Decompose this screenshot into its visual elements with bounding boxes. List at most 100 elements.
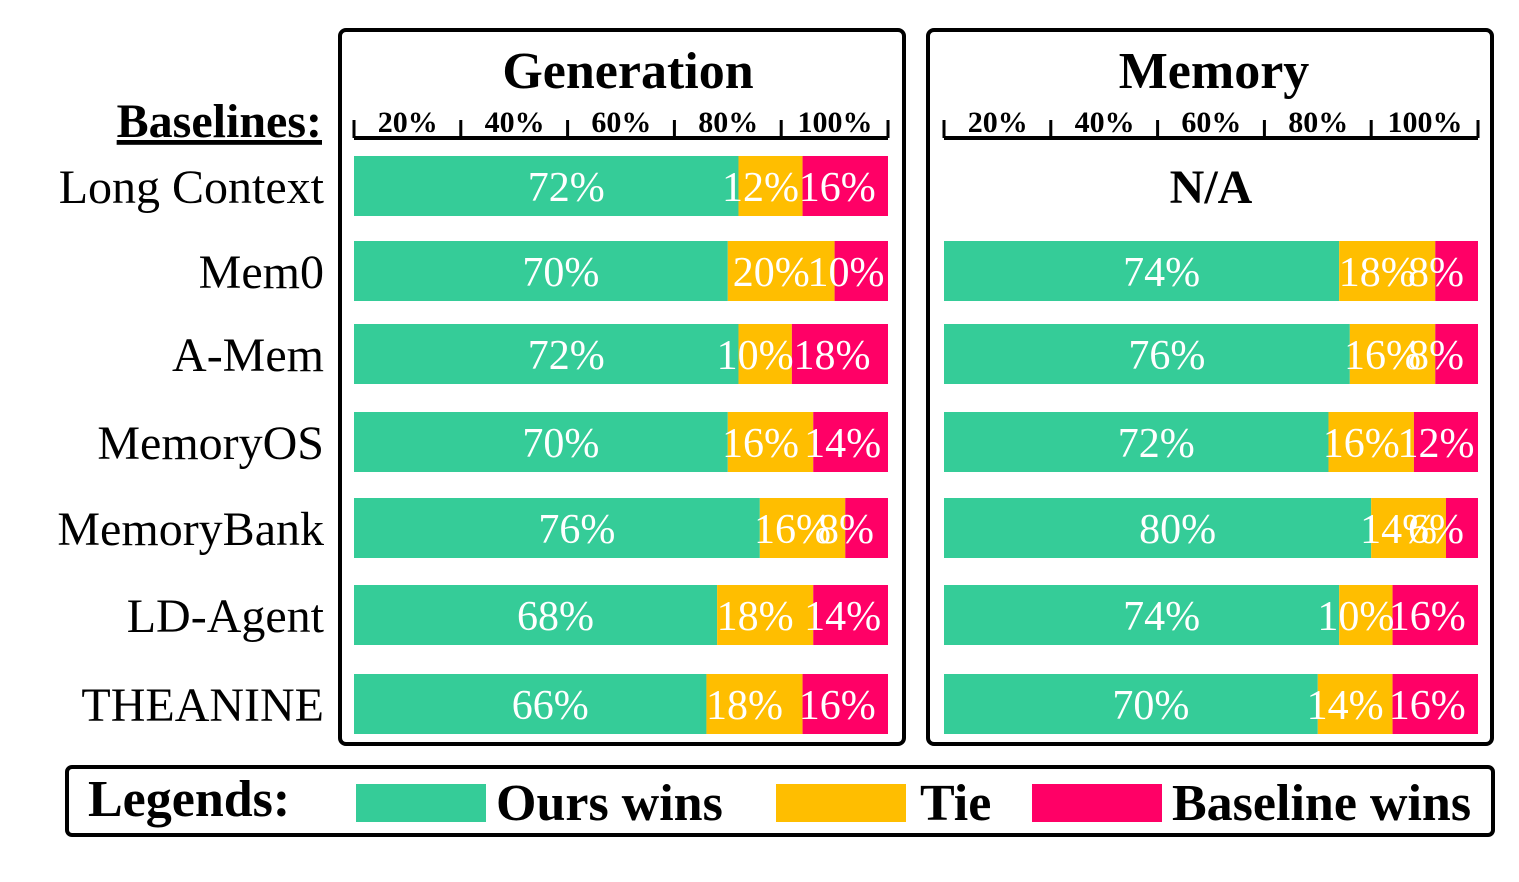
generation-data-label: 70% (522, 421, 599, 467)
row-label-mem0: Mem0 (199, 246, 324, 299)
memory-ours-wins-bar (944, 585, 1340, 645)
generation-data-label: 18% (793, 333, 870, 379)
generation-baseline-wins-bar (813, 585, 888, 645)
memory-data-label: 70% (1112, 683, 1189, 729)
generation-data-label: 66% (512, 683, 589, 729)
memory-tick-label: 20% (968, 106, 1028, 139)
memory-data-label: 14% (1307, 683, 1384, 729)
memory-ours-wins-bar (944, 498, 1372, 558)
generation-tie-bar (727, 241, 835, 301)
generation-baseline-wins-bar (845, 498, 888, 558)
generation-data-label: 16% (722, 421, 799, 467)
memory-tick-label: 60% (1181, 106, 1241, 139)
generation-tie-bar (727, 412, 814, 472)
row-label-ld-agent: LD-Agent (127, 590, 325, 643)
memory-data-label: 16% (1389, 594, 1466, 640)
generation-tie-bar (717, 585, 814, 645)
generation-data-label: 14% (804, 594, 881, 640)
generation-data-label: 14% (804, 421, 881, 467)
generation-tick-label: 20% (378, 106, 438, 139)
generation-data-label: 20% (733, 250, 810, 296)
memory-na-label: N/A (1170, 161, 1253, 214)
generation-ours-wins-bar (354, 498, 760, 558)
memory-data-label: 74% (1123, 250, 1200, 296)
memory-panel-title: Memory (1119, 43, 1310, 100)
generation-data-label: 18% (706, 683, 783, 729)
row-label-theanine: THEANINE (81, 679, 324, 732)
memory-tie-bar (1328, 412, 1414, 472)
generation-data-label: 16% (799, 165, 876, 211)
legend-label-baseline: Baseline wins (1172, 775, 1471, 832)
generation-ours-wins-bar (354, 585, 718, 645)
memory-data-label: 16% (1323, 421, 1400, 467)
generation-data-label: 16% (754, 507, 831, 553)
memory-tie-bar (1371, 498, 1446, 558)
memory-data-label: 8% (1408, 250, 1464, 296)
memory-data-label: 6% (1408, 507, 1464, 553)
legend-swatch-ours (356, 784, 486, 822)
generation-tie-bar (759, 498, 846, 558)
generation-data-label: 10% (808, 250, 885, 296)
generation-baseline-wins-bar (791, 324, 888, 384)
memory-panel-frame (926, 28, 1494, 746)
memory-baseline-wins-bar (1392, 585, 1478, 645)
legend-frame (65, 765, 1495, 837)
generation-tick-label: 100% (798, 106, 873, 139)
generation-ours-wins-bar (354, 156, 739, 216)
generation-data-label: 68% (517, 594, 594, 640)
generation-panel-frame (338, 28, 906, 746)
generation-baseline-wins-bar (802, 156, 888, 216)
generation-baseline-wins-bar (834, 241, 888, 301)
legend-title: Legends: (88, 771, 290, 828)
memory-tick-label: 80% (1288, 106, 1348, 139)
memory-tie-bar (1349, 324, 1436, 384)
memory-baseline-wins-bar (1413, 412, 1478, 472)
generation-data-label: 8% (818, 507, 874, 553)
legend-label-tie: Tie (920, 775, 991, 832)
memory-data-label: 16% (1389, 683, 1466, 729)
generation-data-label: 70% (522, 250, 599, 296)
memory-tie-bar (1339, 241, 1436, 301)
memory-data-label: 72% (1118, 421, 1195, 467)
generation-tick-label: 80% (698, 106, 758, 139)
memory-baseline-wins-bar (1435, 241, 1478, 301)
generation-data-label: 12% (722, 165, 799, 211)
generation-data-label: 72% (528, 333, 605, 379)
memory-ours-wins-bar (944, 412, 1329, 472)
row-label-a-mem: A-Mem (172, 329, 324, 382)
generation-data-label: 16% (799, 683, 876, 729)
legend-swatch-baseline (1032, 784, 1162, 822)
generation-data-label: 76% (538, 507, 615, 553)
row-label-memoryos: MemoryOS (97, 417, 324, 470)
memory-data-label: 8% (1408, 333, 1464, 379)
generation-tie-bar (706, 674, 803, 734)
generation-ours-wins-bar (354, 412, 728, 472)
memory-tick-label: 40% (1075, 106, 1135, 139)
memory-data-label: 16% (1344, 333, 1421, 379)
memory-data-label: 76% (1128, 333, 1205, 379)
row-label-long-context: Long Context (59, 161, 325, 214)
memory-tie-bar (1317, 674, 1393, 734)
generation-baseline-wins-bar (813, 412, 888, 472)
generation-tie-bar (738, 156, 803, 216)
memory-tick-label: 100% (1388, 106, 1463, 139)
generation-tick-label: 40% (485, 106, 545, 139)
generation-data-label: 18% (717, 594, 794, 640)
memory-baseline-wins-bar (1445, 498, 1478, 558)
memory-data-label: 12% (1398, 421, 1475, 467)
rows-header: Baselines: (117, 95, 322, 148)
row-label-memorybank: MemoryBank (57, 503, 324, 556)
legend-swatch-tie (776, 784, 906, 822)
generation-tick-label: 60% (591, 106, 651, 139)
memory-data-label: 80% (1139, 507, 1216, 553)
memory-data-label: 14% (1360, 507, 1437, 553)
generation-data-label: 10% (717, 333, 794, 379)
legend-label-ours: Ours wins (496, 775, 723, 832)
memory-ours-wins-bar (944, 674, 1318, 734)
generation-ours-wins-bar (354, 674, 707, 734)
generation-tie-bar (738, 324, 792, 384)
generation-panel-title: Generation (502, 43, 753, 100)
memory-data-label: 74% (1123, 594, 1200, 640)
memory-baseline-wins-bar (1435, 324, 1478, 384)
